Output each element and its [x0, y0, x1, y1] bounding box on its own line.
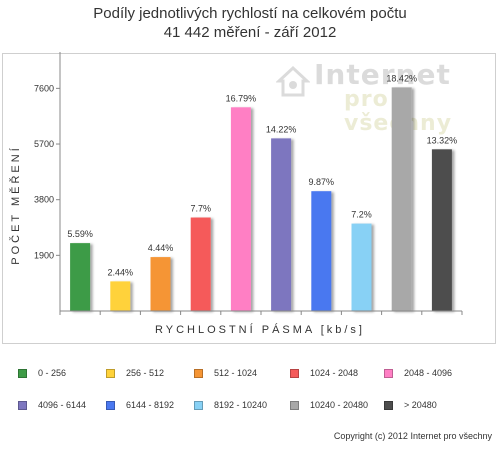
bar — [351, 223, 372, 311]
data-label: 18.42% — [386, 73, 417, 83]
y-tick-label: 1900 — [34, 250, 54, 260]
chart-frame — [2, 53, 496, 344]
y-axis-label-text: POČET MĚŘENÍ — [10, 145, 22, 265]
bar — [311, 191, 332, 311]
legend-item: 1024 - 2048 — [290, 366, 358, 380]
y-tick-label: 3800 — [34, 195, 54, 205]
legend-item: 8192 - 10240 — [194, 398, 267, 412]
y-tick-label: 5700 — [34, 139, 54, 149]
legend-label: 1024 - 2048 — [310, 368, 359, 378]
house-icon — [276, 65, 310, 97]
bar-chart: 1900 3800 5700 7600 5.59% 2.44% 4.44% 7.7% 16.7… — [34, 52, 463, 315]
data-label: 5.59% — [67, 229, 93, 239]
legend-label: 2048 - 4096 — [404, 368, 453, 378]
legend-label: 4096 - 6144 — [38, 400, 87, 410]
chart-title: Podíly jednotlivých rychlostí na celkové… — [93, 5, 407, 22]
legend-swatch — [18, 400, 27, 410]
legend-label: > 20480 — [404, 400, 437, 410]
data-label: 14.22% — [266, 124, 297, 134]
legend-swatch — [194, 400, 203, 410]
bar — [150, 257, 171, 311]
legend-swatch — [18, 368, 27, 378]
legend-swatch — [384, 400, 393, 410]
legend-swatch — [290, 368, 299, 378]
x-axis-label: RYCHLOSTNÍ PÁSMA [kb/s] — [154, 324, 365, 336]
y-tick-label: 7600 — [34, 83, 54, 93]
watermark-logo: Internet pro všechny — [276, 58, 490, 136]
legend-swatch — [384, 368, 393, 378]
legend-item: > 20480 — [384, 398, 437, 412]
bar — [190, 217, 211, 311]
bar — [70, 243, 91, 311]
data-label: 4.44% — [148, 243, 174, 253]
bar — [271, 138, 292, 311]
legend-swatch — [106, 400, 115, 410]
y-axis: 1900 3800 5700 7600 — [34, 52, 61, 311]
bar — [230, 107, 251, 312]
legend-item: 10240 - 20480 — [290, 398, 368, 412]
chart-title-block: Podíly jednotlivých rychlostí na celkové… — [0, 4, 500, 42]
legend-swatch — [290, 400, 299, 410]
y-axis-label: POČET MĚŘENÍ — [5, 145, 27, 265]
legend-item: 512 - 1024 — [194, 366, 257, 380]
data-label: 9.87% — [309, 177, 335, 187]
legend-item: 6144 - 8192 — [106, 398, 174, 412]
data-label: 13.32% — [427, 135, 458, 145]
bar — [110, 281, 131, 311]
legend-label: 8192 - 10240 — [214, 400, 268, 410]
legend-label: 10240 - 20480 — [310, 400, 369, 410]
bar — [391, 87, 412, 311]
legend-item: 2048 - 4096 — [384, 366, 452, 380]
legend-label: 6144 - 8192 — [126, 400, 175, 410]
bars — [70, 87, 452, 312]
data-label: 2.44% — [108, 267, 134, 277]
watermark-top-text: Internet — [314, 58, 451, 91]
legend-label: 0 - 256 — [38, 368, 67, 378]
bar — [431, 149, 452, 311]
data-label: 7.7% — [190, 204, 211, 214]
data-label: 7.2% — [351, 210, 372, 220]
chart-subtitle: 41 442 měření - září 2012 — [163, 24, 337, 41]
legend: 0 - 256 256 - 512 512 - 1024 1024 - 2048 204… — [18, 366, 498, 426]
legend-swatch — [106, 368, 115, 378]
legend-item: 256 - 512 — [106, 366, 164, 380]
legend-swatch — [194, 368, 203, 378]
x-axis — [59, 310, 463, 315]
legend-item: 4096 - 6144 — [18, 398, 86, 412]
data-labels: 5.59% 2.44% 4.44% 7.7% 16.79% 14.22% 9.87% 7.2%… — [67, 73, 457, 277]
copyright-text: Copyright (c) 2012 Internet pro všechny — [333, 431, 492, 441]
legend-label: 256 - 512 — [126, 368, 165, 378]
data-label: 16.79% — [226, 93, 257, 103]
legend-label: 512 - 1024 — [214, 368, 258, 378]
legend-item: 0 - 256 — [18, 366, 66, 380]
